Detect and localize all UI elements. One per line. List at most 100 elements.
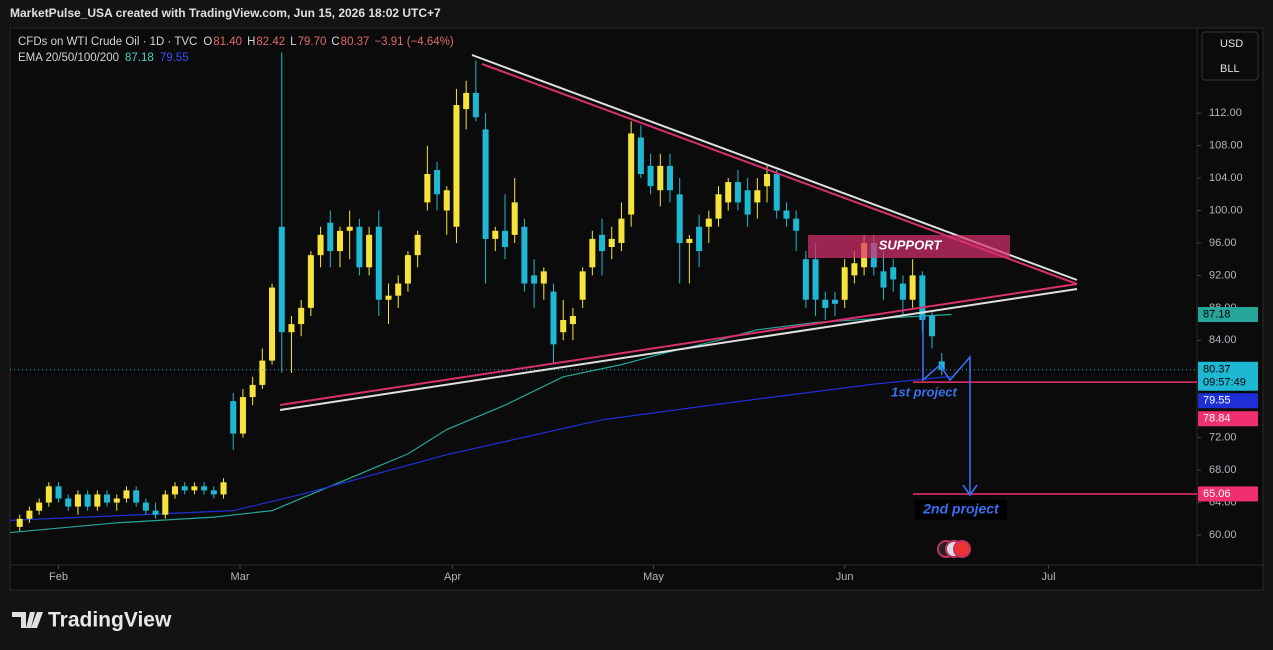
candle-body xyxy=(560,320,567,333)
candle-body xyxy=(123,490,130,499)
y-tick-label: 60.00 xyxy=(1209,529,1237,541)
candle-body xyxy=(249,384,256,398)
legend-text: 79.70 xyxy=(298,36,327,48)
x-tick-label: Jun xyxy=(836,571,854,583)
price-tag-label: 79.55 xyxy=(1203,395,1231,407)
price-tag xyxy=(1198,393,1258,409)
chart-frame xyxy=(9,27,1264,591)
candle-body xyxy=(26,510,33,519)
candle-body xyxy=(453,105,460,227)
candle-body xyxy=(938,361,945,370)
candle-body xyxy=(540,271,547,284)
candle-body xyxy=(482,129,489,239)
price-tag-label: 65.06 xyxy=(1203,488,1231,500)
currency-box[interactable] xyxy=(1201,31,1259,81)
candle-body xyxy=(657,165,664,191)
support-label: SUPPORT xyxy=(879,237,943,252)
candle-body xyxy=(434,169,441,195)
legend-text: L xyxy=(290,36,297,48)
y-tick-label: 112.00 xyxy=(1209,107,1242,119)
brand: TradingView xyxy=(48,609,172,632)
candle-body xyxy=(521,226,528,284)
candle-body xyxy=(113,498,120,503)
candle-body xyxy=(754,190,761,203)
ema-line xyxy=(9,313,952,534)
candle-body xyxy=(666,165,673,191)
candle-body xyxy=(317,234,324,256)
legend-text: 81.40 xyxy=(213,36,242,48)
price-tag xyxy=(1198,307,1258,323)
legend-text: 79.55 xyxy=(160,52,189,64)
candle-body xyxy=(773,174,780,211)
candle-body xyxy=(278,226,285,333)
candle-body xyxy=(899,283,906,300)
candle-body xyxy=(492,230,499,239)
candle-body xyxy=(764,174,771,187)
logo xyxy=(12,612,43,628)
legend-text: O xyxy=(203,36,212,48)
candle-body xyxy=(133,490,140,503)
candle-body xyxy=(637,137,644,175)
candle-body xyxy=(550,291,557,345)
candle-body xyxy=(45,486,52,503)
legend-text: 82.42 xyxy=(256,36,285,48)
price-tag xyxy=(1198,411,1258,427)
event-icon[interactable] xyxy=(953,540,971,558)
candle-body xyxy=(404,255,411,284)
candle-body xyxy=(94,494,101,507)
y-tick-label: 92.00 xyxy=(1209,269,1237,281)
candle-body xyxy=(443,190,450,211)
ema-line xyxy=(9,375,952,521)
candle-body xyxy=(356,226,363,268)
candle-body xyxy=(618,218,625,243)
candle-body xyxy=(395,283,402,296)
second-project: 2nd project xyxy=(922,501,1000,517)
candle-body xyxy=(676,194,683,243)
candle-body xyxy=(783,210,790,219)
candle-body xyxy=(366,234,373,268)
price-tag xyxy=(1198,486,1258,502)
candle-body xyxy=(841,267,848,300)
candle-body xyxy=(55,486,62,499)
credit: MarketPulse_USA created with TradingView… xyxy=(10,6,441,20)
candle-body xyxy=(191,486,198,491)
candle-body xyxy=(36,502,43,511)
price-tag-label: 87.18 xyxy=(1203,308,1231,320)
legend-text: H xyxy=(247,36,255,48)
x-tick-label: May xyxy=(643,571,664,583)
candle-body xyxy=(220,482,227,495)
candle-body xyxy=(210,490,217,495)
candle-body xyxy=(579,271,586,300)
first-project: 1st project xyxy=(891,384,957,399)
candle-body xyxy=(880,271,887,288)
candle-body xyxy=(414,234,421,256)
legend-text: EMA 20/50/100/200 xyxy=(18,52,119,64)
candle-body xyxy=(725,182,732,203)
candle-body xyxy=(171,486,179,495)
y-tick-label: 72.00 xyxy=(1209,432,1237,444)
label-bg xyxy=(915,500,1007,520)
y-tick-label: 68.00 xyxy=(1209,464,1237,476)
price-tag xyxy=(1198,361,1258,391)
candle-body xyxy=(74,494,81,507)
candle-body xyxy=(298,307,305,325)
candle-body xyxy=(569,315,576,325)
candle-body xyxy=(104,494,111,503)
candle-body xyxy=(511,202,518,235)
price-tag-label: 80.37 xyxy=(1203,364,1231,376)
candle-body xyxy=(919,275,926,321)
y-tick-label: 96.00 xyxy=(1209,237,1237,249)
candle-body xyxy=(375,226,382,300)
trendline xyxy=(279,283,1078,406)
x-tick-label: Jul xyxy=(1041,571,1055,583)
candle-body xyxy=(463,92,470,110)
logo-mark xyxy=(12,612,43,628)
candle-body xyxy=(65,498,72,507)
y-tick-label: 100.00 xyxy=(1209,204,1243,216)
y-tick-label: 108.00 xyxy=(1209,140,1243,152)
candle-body xyxy=(744,190,751,215)
candle-body xyxy=(142,502,149,511)
candle-body xyxy=(686,238,693,243)
